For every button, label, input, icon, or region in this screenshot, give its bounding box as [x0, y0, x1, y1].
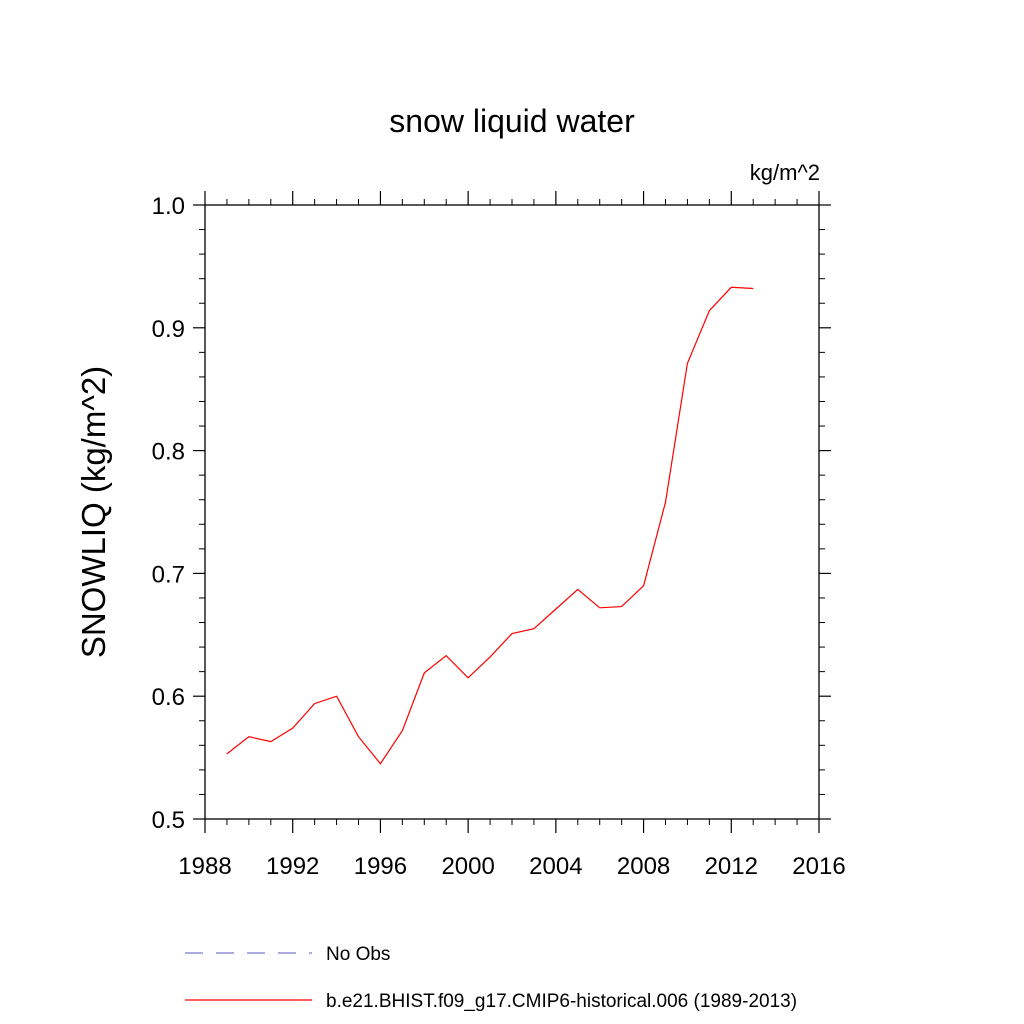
legend: No Obs b.e21.BHIST.f09_g17.CMIP6-historic… — [185, 944, 797, 1012]
x-tick-label: 2016 — [792, 853, 845, 880]
legend-label-1: b.e21.BHIST.f09_g17.CMIP6-historical.006… — [326, 991, 797, 1012]
y-tick-label: 1.0 — [152, 193, 185, 220]
series-line-1 — [226, 286, 754, 765]
x-tick-label: 1988 — [178, 853, 231, 880]
x-tick-label: 2004 — [529, 853, 582, 880]
series-layer — [226, 286, 754, 765]
minor-ticks — [199, 199, 825, 825]
y-tick-label: 0.6 — [152, 684, 185, 711]
x-tick-label: 1996 — [354, 853, 407, 880]
chart-title: snow liquid water — [389, 103, 635, 139]
y-tick-label: 0.5 — [152, 807, 185, 834]
legend-label-0: No Obs — [326, 944, 390, 965]
y-tick-label: 0.8 — [152, 439, 185, 466]
x-tick-label: 1992 — [266, 853, 319, 880]
x-tick-label: 2012 — [705, 853, 758, 880]
major-ticks — [193, 191, 831, 833]
x-tick-label: 2000 — [441, 853, 494, 880]
plot-frame — [204, 204, 820, 820]
x-tick-label: 2008 — [617, 853, 670, 880]
y-tick-label: 0.7 — [152, 561, 185, 588]
x-tick-labels: 1988 1992 1996 2000 2004 2008 2012 2016 — [178, 853, 845, 880]
y-tick-label: 0.9 — [152, 316, 185, 343]
units-label: kg/m^2 — [750, 160, 820, 185]
y-tick-labels: 0.5 0.6 0.7 0.8 0.9 1.0 — [152, 193, 185, 834]
y-axis-label: SNOWLIQ (kg/m^2) — [75, 366, 112, 658]
